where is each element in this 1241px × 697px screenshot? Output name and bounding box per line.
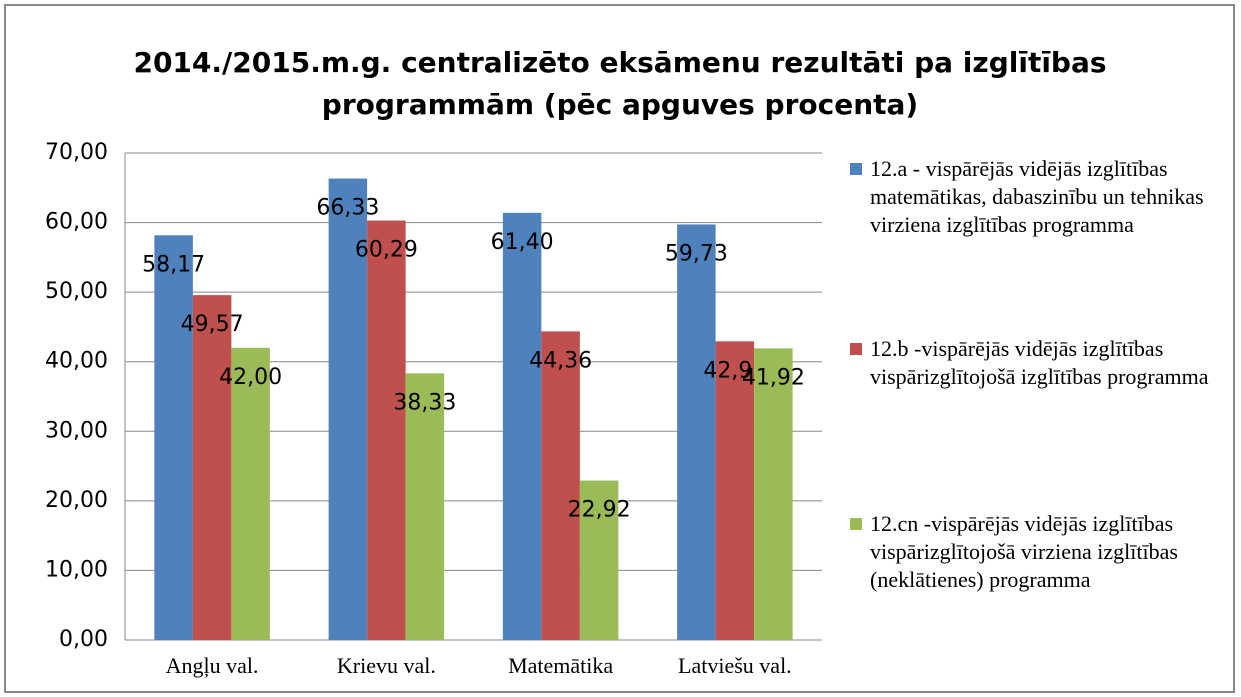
bar — [754, 348, 793, 640]
x-tick-label: Latviešu val. — [678, 653, 792, 678]
legend-entry: 12.cn -vispārējās vidējās izglītības vis… — [850, 510, 1230, 594]
value-label: 38,33 — [393, 390, 456, 415]
value-label: 60,29 — [355, 238, 418, 263]
value-label: 22,92 — [568, 498, 631, 523]
legend-label: 12.a - vispārējās vidējās izglītības mat… — [870, 156, 1204, 237]
y-tick-label: 60,00 — [45, 210, 108, 235]
value-label: 61,40 — [491, 230, 554, 255]
y-tick-label: 10,00 — [45, 557, 108, 582]
chart-title: 2014./2015.m.g. centralizēto eksāmenu re… — [133, 46, 1107, 121]
bar — [579, 480, 619, 640]
bar — [715, 341, 755, 640]
bar — [541, 331, 580, 640]
y-tick-label: 50,00 — [45, 279, 108, 304]
value-label: 41,92 — [742, 365, 805, 390]
bar — [367, 220, 406, 640]
bar — [154, 235, 193, 641]
value-label: 44,36 — [529, 348, 592, 373]
bar — [405, 373, 445, 640]
legend-label: 12.b -vispārējās vidējās izglītības visp… — [870, 336, 1209, 389]
legend-swatch — [850, 343, 862, 355]
value-label: 49,57 — [181, 312, 244, 337]
y-tick-label: 0,00 — [59, 627, 108, 652]
legend-swatch — [850, 518, 862, 530]
y-tick-label: 40,00 — [45, 349, 108, 374]
bar — [231, 347, 270, 640]
chart-frame — [4, 4, 1235, 693]
legend-swatch — [850, 163, 862, 175]
legend-entry: 12.b -vispārējās vidējās izglītības visp… — [850, 335, 1230, 391]
x-tick-label: Matemātika — [508, 653, 613, 678]
y-tick-label: 20,00 — [45, 488, 108, 513]
value-label: 66,33 — [316, 196, 379, 221]
value-label: 58,17 — [142, 252, 205, 277]
y-tick-label: 70,00 — [45, 140, 108, 165]
bar — [328, 178, 368, 640]
x-tick-label: Angļu val. — [166, 653, 259, 678]
x-tick-label: Krievu val. — [337, 653, 436, 678]
bar — [192, 295, 232, 640]
value-label: 59,73 — [665, 241, 728, 266]
value-label: 42,00 — [219, 365, 282, 390]
legend-entry: 12.a - vispārējās vidējās izglītības mat… — [850, 155, 1230, 239]
y-tick-label: 30,00 — [45, 418, 108, 443]
legend-label: 12.cn -vispārējās vidējās izglītības vis… — [870, 511, 1178, 592]
bar — [502, 212, 542, 640]
bar — [677, 224, 716, 640]
